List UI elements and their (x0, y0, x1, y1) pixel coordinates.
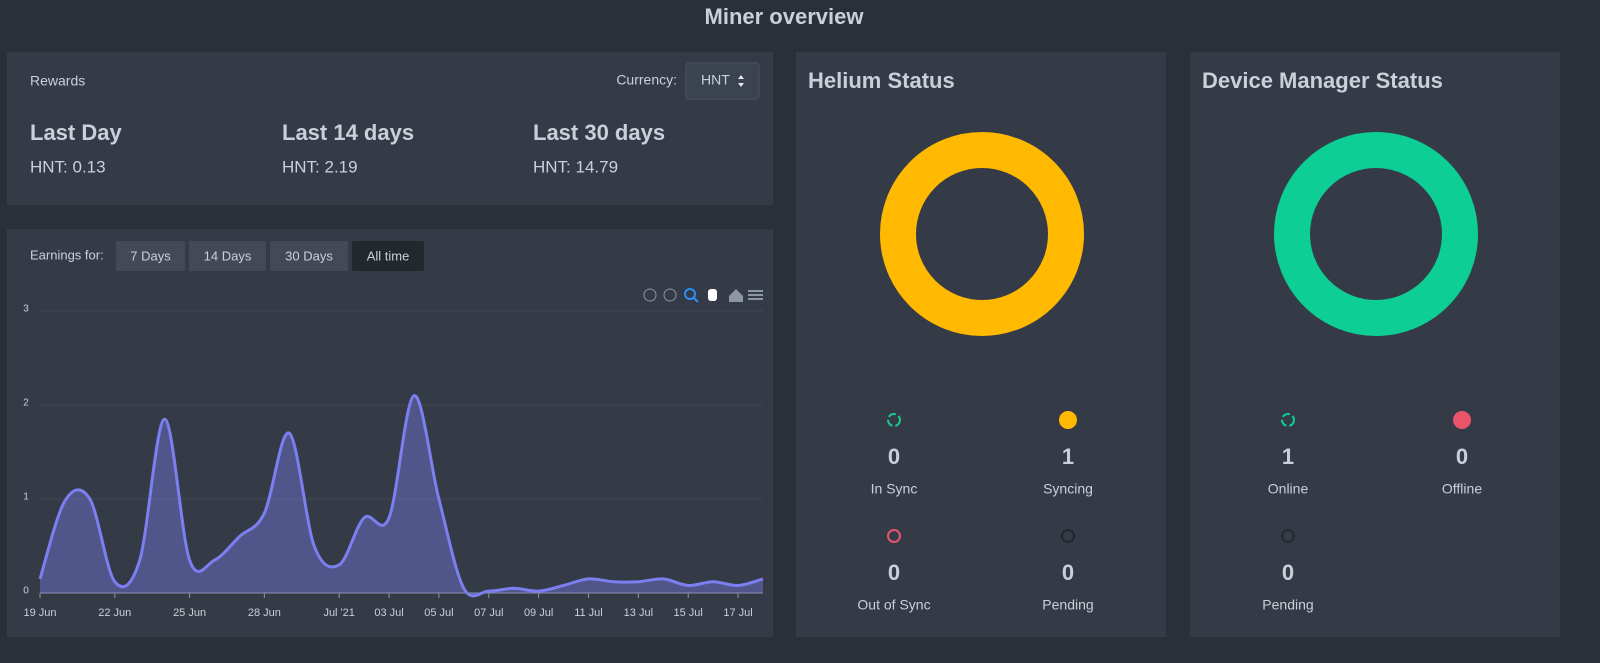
x-tick-label: 05 Jul (424, 607, 453, 619)
x-tick-label: 19 Jun (23, 607, 56, 619)
status-icon (887, 529, 901, 543)
period-title: Last 14 days (282, 120, 414, 145)
status-count: 0 (1456, 444, 1468, 469)
zoom-icon-handle (693, 297, 699, 303)
y-tick-label: 2 (23, 398, 29, 409)
page-title: Miner overview (705, 4, 865, 29)
donut-segment (880, 132, 1084, 336)
x-tick-label: 13 Jul (624, 607, 653, 619)
menu-icon[interactable] (748, 290, 763, 300)
card-title: Helium Status (808, 68, 955, 93)
status-label: Pending (1262, 597, 1313, 613)
status-icon (1281, 413, 1295, 427)
status-label: Online (1268, 481, 1309, 497)
period-value: HNT: 2.19 (282, 157, 358, 176)
period-value: HNT: 0.13 (30, 157, 106, 176)
currency-value[interactable]: HNT (701, 72, 730, 88)
x-tick-label: 17 Jul (723, 607, 752, 619)
x-tick-label: 11 Jul (574, 607, 603, 619)
range-button[interactable] (270, 241, 348, 271)
range-button[interactable] (352, 241, 424, 271)
area (40, 395, 763, 596)
currency-label: Currency: (616, 72, 677, 88)
zoom-icon[interactable] (684, 288, 696, 300)
period-title: Last Day (30, 120, 122, 145)
status-label: Out of Sync (857, 597, 930, 613)
status-label: In Sync (871, 481, 918, 497)
status-icon (887, 413, 901, 427)
period-title: Last 30 days (533, 120, 665, 145)
status-count: 1 (1062, 444, 1074, 469)
status-label: Offline (1442, 481, 1482, 497)
donut-segment (1274, 132, 1478, 336)
range-button[interactable] (189, 241, 266, 271)
status-label: Syncing (1043, 481, 1093, 497)
status-count: 0 (1282, 560, 1294, 585)
rewards-card (7, 52, 773, 205)
line (38, 394, 764, 598)
chart-toolbar (643, 288, 763, 303)
status-icon (1061, 529, 1075, 543)
x-tick-label: 07 Jul (474, 607, 503, 619)
range-button-label[interactable]: 14 Days (204, 248, 252, 263)
range-button-label[interactable]: 30 Days (285, 248, 333, 263)
x-tick-label: 25 Jun (173, 607, 206, 619)
status-count: 0 (1062, 560, 1074, 585)
x-tick-label: 22 Jun (98, 607, 131, 619)
earnings-card (7, 229, 773, 637)
status-count: 1 (1282, 444, 1294, 469)
x-tick-label: 03 Jul (374, 607, 403, 619)
status-icon (1453, 411, 1471, 429)
currency-select[interactable] (685, 62, 760, 100)
period-value: HNT: 14.79 (533, 157, 618, 176)
pan-icon[interactable] (708, 289, 717, 301)
status-icon (1281, 529, 1295, 543)
x-tick-label: 15 Jul (674, 607, 703, 619)
y-tick-label: 0 (23, 586, 29, 597)
x-tick-label: 09 Jul (524, 607, 553, 619)
range-button-label[interactable]: All time (367, 248, 410, 263)
y-tick-label: 1 (23, 492, 29, 503)
status-label: Pending (1042, 597, 1093, 613)
range-button[interactable] (116, 241, 185, 271)
rewards-title: Rewards (30, 73, 85, 89)
x-tick-label: Jul '21 (323, 607, 354, 619)
status-count: 0 (888, 444, 900, 469)
status-icon (1059, 411, 1077, 429)
y-tick-label: 3 (23, 304, 29, 315)
select-caret (738, 75, 744, 87)
status-count: 0 (888, 560, 900, 585)
zoom-out-icon[interactable] (663, 288, 677, 302)
earnings-label: Earnings for: (30, 247, 104, 262)
home-icon[interactable] (729, 289, 743, 302)
range-button-label[interactable]: 7 Days (130, 248, 171, 263)
zoom-in-icon[interactable] (643, 288, 657, 302)
card-title: Device Manager Status (1202, 68, 1443, 93)
x-tick-label: 28 Jun (248, 607, 281, 619)
